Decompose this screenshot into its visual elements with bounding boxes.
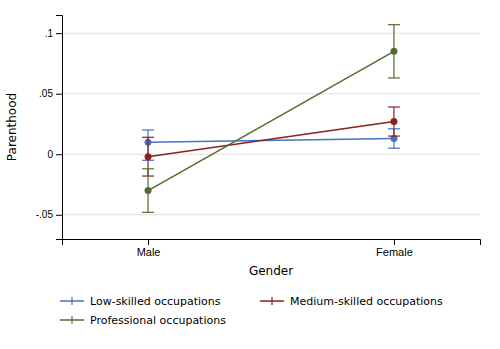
series (142, 25, 400, 213)
point (145, 187, 152, 194)
error-cap-lower (388, 148, 400, 149)
legend-label: Low-skilled occupations (90, 295, 221, 308)
legend-label: Professional occupations (90, 314, 226, 327)
grid-line (62, 154, 480, 155)
point (145, 153, 152, 160)
y-axis-line (56, 16, 63, 240)
x-axis: Male Female (63, 239, 481, 258)
y-tick-mark (56, 94, 62, 95)
series (142, 129, 400, 160)
legend-item: Medium-skilled occupations (260, 295, 443, 308)
y-tick: .05 (39, 88, 62, 99)
legend-swatch-tick (271, 297, 272, 305)
grid-line (62, 214, 480, 215)
y-tick-label: .1 (45, 28, 54, 39)
error-cap-upper (142, 168, 154, 169)
y-tick: 0 (47, 149, 62, 160)
legend-label: Medium-skilled occupations (290, 295, 443, 308)
legend-item: Professional occupations (60, 314, 226, 327)
y-tick-mark (56, 154, 62, 155)
grid-line (62, 33, 480, 34)
legend-item: Low-skilled occupations (60, 295, 221, 308)
error-cap-upper (388, 106, 400, 107)
error-cap-lower (388, 135, 400, 136)
x-tick: Female (376, 239, 413, 258)
x-axis-line (63, 240, 481, 246)
x-tick-label: Male (137, 246, 161, 258)
error-cap-upper (142, 137, 154, 138)
legend: Low-skilled occupations Medium-skilled oc… (60, 295, 443, 327)
y-tick-mark (56, 215, 62, 216)
series (142, 107, 400, 176)
y-tick: -.05 (36, 209, 62, 220)
legend-swatch-tick (71, 316, 72, 324)
y-tick-label: 0 (47, 149, 53, 160)
x-tick-mark (148, 239, 149, 245)
y-tick-label: .05 (39, 88, 53, 99)
data-layer (142, 25, 400, 213)
chart: -.05 0 .05 .1 Male Female Gender Parenthood Low-… (0, 0, 500, 349)
error-cap-lower (388, 77, 400, 78)
point (390, 118, 397, 125)
legend-swatch-tick (71, 297, 72, 305)
y-tick-label: -.05 (36, 209, 54, 220)
y-axis-title: Parenthood (5, 93, 19, 161)
error-cap-upper (142, 129, 154, 130)
y-tick: .1 (45, 28, 62, 39)
series-line (148, 51, 394, 190)
x-tick-label: Female (376, 246, 413, 258)
series-line (148, 122, 394, 157)
y-axis: -.05 0 .05 .1 (36, 16, 63, 240)
x-tick: Male (137, 239, 161, 258)
y-tick-mark (56, 33, 62, 34)
grid (62, 33, 480, 215)
grid-line (62, 93, 480, 94)
point (390, 48, 397, 55)
x-axis-title: Gender (249, 264, 293, 278)
x-tick-mark (394, 239, 395, 245)
error-cap-upper (388, 24, 400, 25)
plot: -.05 0 .05 .1 Male Female Gender Parenthood (5, 16, 481, 279)
error-cap-lower (142, 212, 154, 213)
